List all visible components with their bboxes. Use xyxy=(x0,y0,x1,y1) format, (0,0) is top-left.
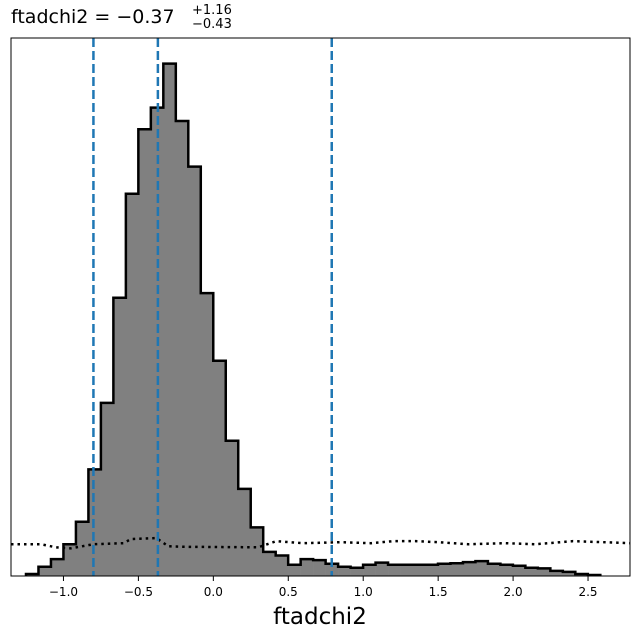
histogram-bar xyxy=(213,360,227,576)
histogram-bar xyxy=(562,571,576,576)
histogram-bar xyxy=(63,544,77,576)
histogram-bar xyxy=(537,568,551,576)
histogram-bar xyxy=(250,527,264,576)
histogram-bar xyxy=(375,562,389,576)
plot-frame xyxy=(10,37,631,577)
chart-title-value: −0.37 xyxy=(116,6,174,28)
histogram-bar xyxy=(275,555,289,576)
histogram-bar xyxy=(113,297,127,576)
plot-area: −1.0 −0.5 0.0 0.5 1.0 1.5 2.0 2.5 xyxy=(10,37,631,599)
histogram-bar xyxy=(450,563,464,576)
histogram-bar xyxy=(200,293,214,576)
chart-title-lower: −0.43 xyxy=(192,17,232,32)
histogram-bar xyxy=(400,564,414,576)
x-tick-label: 1.0 xyxy=(354,585,373,599)
histogram-bar xyxy=(163,63,177,577)
histogram-bar xyxy=(225,440,239,576)
chart-title-upper: +1.16 xyxy=(192,3,232,18)
histogram-bar xyxy=(300,559,314,576)
x-axis-label: ftadchi2 xyxy=(273,604,367,630)
histogram-bar xyxy=(512,565,526,576)
histogram-bar xyxy=(288,564,301,576)
histogram-bar xyxy=(388,564,401,576)
x-tick-label: 0.5 xyxy=(279,585,298,599)
x-tick-label: 0.0 xyxy=(204,585,223,599)
histogram-bar xyxy=(437,563,451,576)
x-tick-label: 1.5 xyxy=(429,585,448,599)
x-tick-label: −0.5 xyxy=(124,585,153,599)
histogram-bar xyxy=(550,570,564,576)
histogram-bar xyxy=(263,551,276,576)
histogram-bar xyxy=(487,563,501,576)
histogram-bar xyxy=(138,129,152,577)
histogram-bar xyxy=(525,567,539,576)
x-tick-label: 2.0 xyxy=(504,585,523,599)
histogram-bar xyxy=(325,563,339,576)
histogram-bar xyxy=(363,564,376,576)
x-tick-label: 2.5 xyxy=(578,585,597,599)
prior-dotted-line xyxy=(11,536,631,550)
histogram-bar xyxy=(313,560,326,576)
histogram-bar xyxy=(350,567,364,576)
histogram-bar xyxy=(88,469,102,576)
histogram-bar xyxy=(462,562,476,576)
histogram-bar xyxy=(75,521,89,576)
histogram-bar xyxy=(100,402,114,576)
histogram-bar xyxy=(500,564,514,576)
x-tick-label: −1.0 xyxy=(49,585,78,599)
histogram-bar xyxy=(125,193,139,577)
histogram-bar xyxy=(188,166,202,577)
histogram-bar xyxy=(38,566,52,576)
histogram-outline xyxy=(24,62,602,577)
chart-title-prefix: ftadchi2 = xyxy=(11,6,116,28)
histogram-bar xyxy=(175,121,189,577)
histogram-bar xyxy=(50,559,64,576)
histogram-bar xyxy=(425,564,439,576)
chart-title: ftadchi2 = −0.37 xyxy=(11,6,175,28)
histogram-bar xyxy=(475,561,489,576)
histogram-bar xyxy=(338,566,351,576)
histogram-bar xyxy=(413,564,426,576)
histogram-bar xyxy=(238,488,252,576)
